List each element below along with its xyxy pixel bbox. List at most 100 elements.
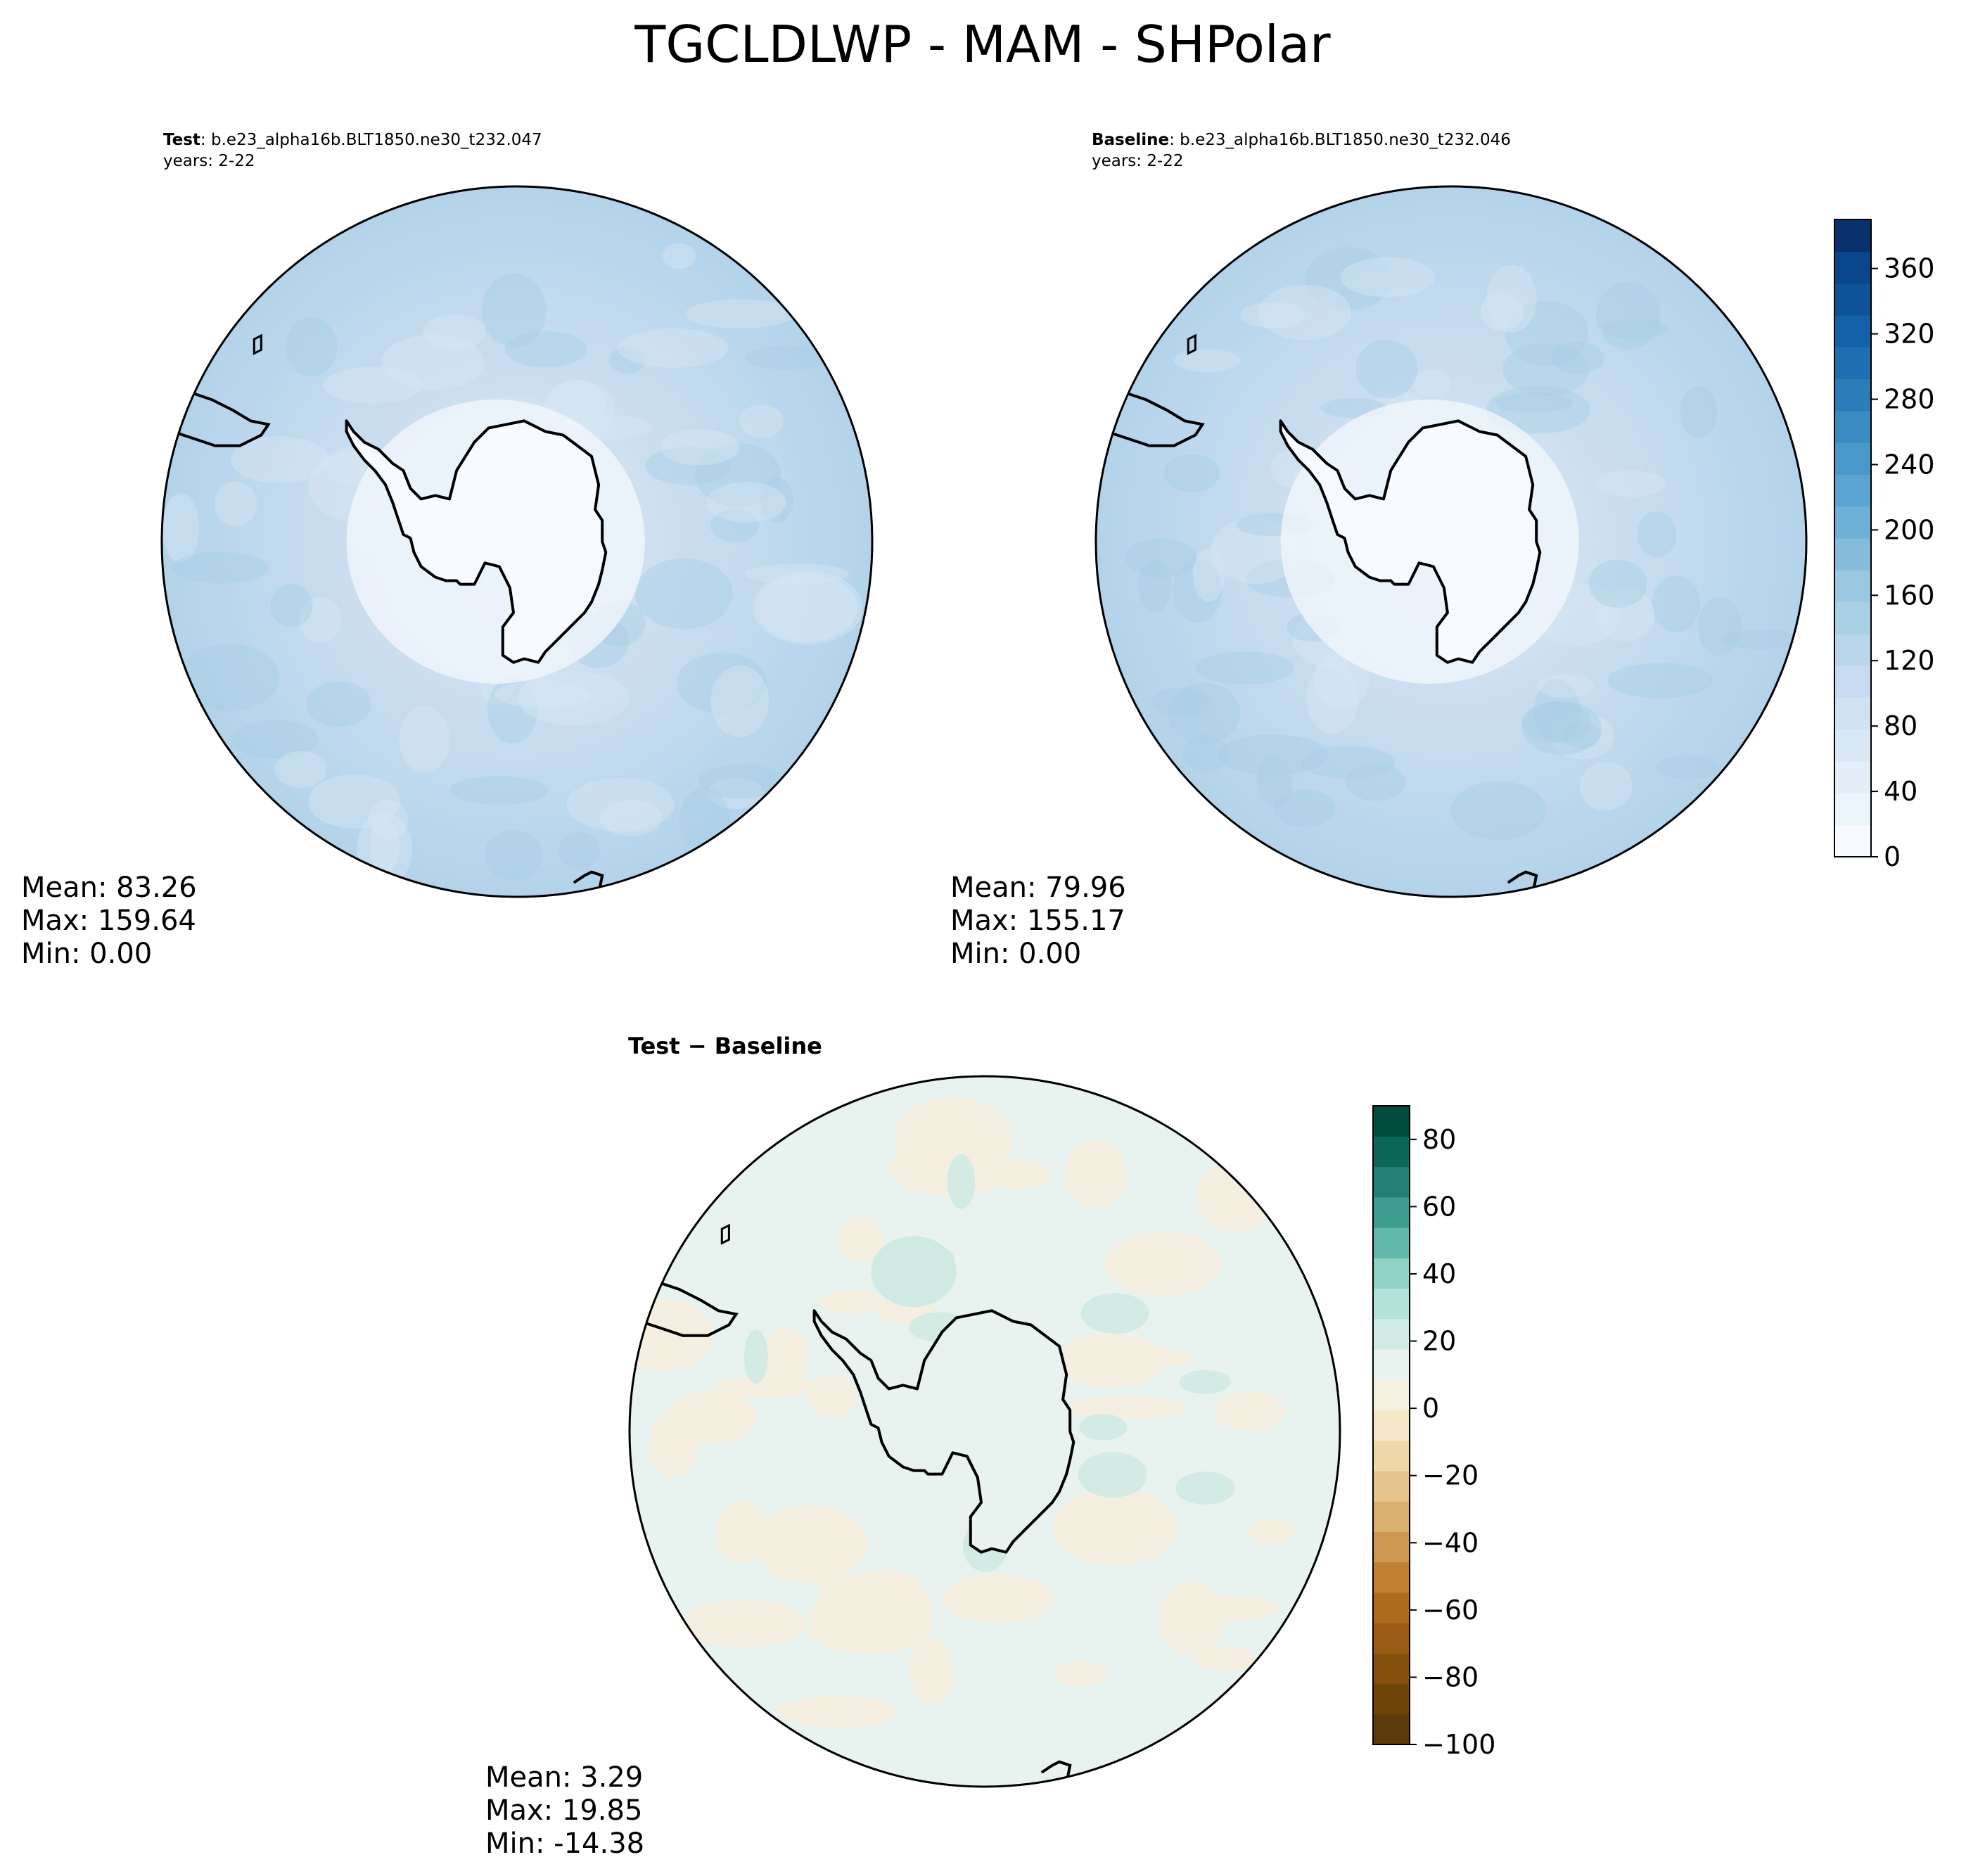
colorbar-swatch (1373, 1653, 1410, 1685)
colorbar-tick-label: 120 (1884, 645, 1935, 676)
colorbar-swatch (1834, 442, 1871, 475)
colorbar-tick-label: −80 (1422, 1661, 1479, 1692)
colorbar-swatch (1373, 1562, 1410, 1593)
test-years: years: 2-22 (163, 152, 255, 170)
colorbar-swatch (1373, 1258, 1410, 1289)
colorbar-swatch (1373, 1166, 1410, 1198)
map-boundary (628, 1075, 1341, 1788)
colorbar-swatch (1834, 474, 1871, 507)
field-colorbar: 0 40 80 120 160 200 240 280 320 360 (1834, 219, 1935, 872)
island-outline (253, 333, 262, 355)
baseline-years: years: 2-22 (1092, 152, 1184, 170)
colorbar-swatch (1834, 793, 1871, 826)
colorbar-swatch (1373, 1531, 1410, 1563)
colorbar-swatch (1834, 824, 1871, 857)
diff-colorbar: −100 −80 −60 −40 −20 0 20 40 60 80 (1372, 1105, 1495, 1760)
colorbar-tick-label: −20 (1422, 1460, 1479, 1491)
island-outline (857, 423, 867, 433)
baseline-panel-title: Baseline: b.e23_alpha16b.BLT1850.ne30_t2… (1092, 131, 1511, 149)
test-panel-title: Test: b.e23_alpha16b.BLT1850.ne30_t232.0… (163, 131, 542, 149)
island-outline (1187, 333, 1196, 355)
colorbar-swatch (1834, 347, 1871, 380)
colorbar-tick-label: 320 (1884, 319, 1935, 350)
colorbar-swatch (1834, 665, 1871, 698)
colorbar-tick-label: 80 (1884, 710, 1917, 741)
colorbar-tick-label: −40 (1422, 1527, 1479, 1558)
test-min: Min: 0.00 (21, 938, 152, 970)
colorbar-swatch (1373, 1623, 1410, 1654)
test-mean: Mean: 83.26 (21, 872, 197, 904)
antarctica-outline (345, 419, 608, 664)
colorbar-tick-label: 80 (1422, 1124, 1456, 1155)
baseline-case-name: : b.e23_alpha16b.BLT1850.ne30_t232.046 (1169, 131, 1511, 149)
colorbar-tick-label: 200 (1884, 514, 1935, 545)
colorbar-tick-label: −100 (1422, 1729, 1495, 1760)
colorbar-swatch (1834, 506, 1871, 539)
map-boundary (160, 185, 874, 898)
colorbar-swatch (1373, 1470, 1410, 1502)
colorbar-swatch (1373, 1501, 1410, 1532)
colorbar-swatch (1834, 729, 1871, 762)
colorbar-swatch (1373, 1348, 1410, 1380)
diff-max: Max: 19.85 (485, 1794, 642, 1827)
baseline-min: Min: 0.00 (950, 938, 1081, 970)
colorbar-tick-label: 60 (1422, 1191, 1456, 1222)
colorbar-swatch (1834, 538, 1871, 570)
figure-title: TGCLDLWP - MAM - SHPolar (634, 15, 1331, 74)
colorbar-swatch (1373, 1318, 1410, 1350)
test-map (160, 185, 874, 898)
diff-panel-title: Test − Baseline (628, 1033, 822, 1059)
colorbar-swatch (1373, 1683, 1410, 1715)
colorbar-tick-label: 0 (1422, 1393, 1439, 1424)
colorbar-swatch (1834, 570, 1871, 603)
map-boundary (1094, 185, 1808, 898)
colorbar-swatch (1373, 1410, 1410, 1441)
colorbar-swatch (1834, 314, 1871, 347)
colorbar-tick-label: 40 (1884, 776, 1917, 807)
island-outline (1791, 423, 1801, 433)
diff-min: Min: -14.38 (485, 1827, 644, 1860)
test-label: Test (163, 131, 200, 149)
island-outline (720, 1223, 730, 1245)
colorbar-swatch (1834, 761, 1871, 793)
colorbar-swatch (1834, 601, 1871, 634)
colorbar-swatch (1373, 1714, 1410, 1745)
colorbar-tick-label: 20 (1422, 1326, 1456, 1357)
test-max: Max: 159.64 (21, 905, 196, 937)
colorbar-tick-label: 240 (1884, 449, 1935, 480)
colorbar-swatch (1834, 697, 1871, 730)
colorbar-swatch (1373, 1379, 1410, 1410)
colorbar-tick-label: 280 (1884, 384, 1935, 415)
diff-map (628, 1075, 1341, 1788)
colorbar-swatch (1373, 1197, 1410, 1228)
colorbar-tick-label: 0 (1884, 841, 1901, 872)
colorbar-swatch (1834, 410, 1871, 443)
colorbar-swatch (1373, 1136, 1410, 1168)
colorbar-tick-label: 40 (1422, 1258, 1456, 1289)
baseline-mean: Mean: 79.96 (950, 872, 1126, 904)
baseline-max: Max: 155.17 (950, 905, 1125, 937)
colorbar-swatch (1834, 283, 1871, 316)
colorbar-tick-label: 360 (1884, 253, 1935, 284)
antarctica-outline (812, 1309, 1075, 1554)
colorbar-swatch (1834, 633, 1871, 666)
colorbar-tick-label: 160 (1884, 580, 1935, 611)
colorbar-swatch (1834, 251, 1871, 284)
colorbar-swatch (1373, 1592, 1410, 1623)
baseline-label: Baseline (1092, 131, 1169, 149)
colorbar-frame (1834, 219, 1872, 857)
diff-mean: Mean: 3.29 (485, 1761, 643, 1794)
test-case-name: : b.e23_alpha16b.BLT1850.ne30_t232.047 (200, 131, 542, 149)
colorbar-swatch (1373, 1440, 1410, 1472)
colorbar-swatch (1373, 1227, 1410, 1258)
island-outline (1325, 1313, 1334, 1322)
south-america-outline (639, 1280, 739, 1337)
baseline-map (1094, 185, 1808, 898)
south-america-outline (1106, 390, 1205, 447)
colorbar-swatch (1834, 219, 1871, 252)
colorbar-swatch (1834, 378, 1871, 411)
antarctica-outline (1279, 419, 1542, 664)
colorbar-tick-label: −60 (1422, 1595, 1479, 1626)
colorbar-swatch (1373, 1106, 1410, 1137)
